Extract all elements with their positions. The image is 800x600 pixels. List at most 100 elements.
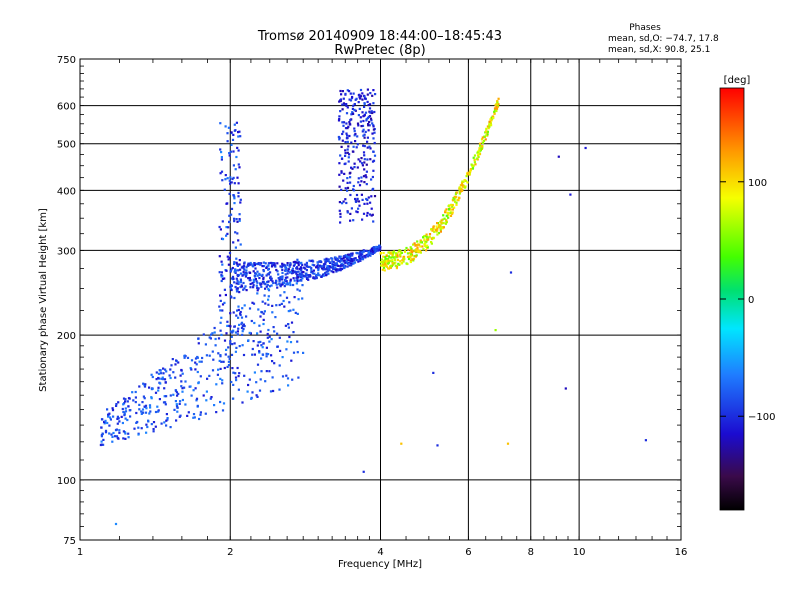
data-point [342,179,345,182]
data-point [157,376,160,380]
data-point [389,259,392,262]
data-point [212,358,215,361]
data-point [339,154,342,157]
data-point [350,166,353,169]
data-point [340,93,343,96]
data-point [114,429,118,432]
data-point [134,396,137,399]
data-point [311,270,314,273]
data-point [459,190,462,193]
data-point [231,331,234,334]
data-point [341,139,344,142]
data-point [264,380,267,383]
data-point [238,259,241,262]
data-point [264,283,267,286]
data-point [370,110,373,113]
data-point [360,180,363,183]
data-point [353,134,356,137]
data-point [262,322,265,326]
data-point [410,255,413,258]
plot-frame [79,58,682,541]
data-point [410,258,413,261]
data-point [118,431,121,434]
data-point [287,326,290,329]
data-point [124,417,127,420]
data-point [218,225,221,229]
data-point [278,282,281,285]
data-point [166,417,169,420]
data-point [343,266,346,270]
data-point [481,136,484,139]
data-point [335,268,338,271]
data-point [364,111,368,114]
data-point [224,178,227,181]
data-point [372,137,375,140]
data-point [340,170,343,173]
data-point [475,157,478,160]
data-point [564,387,567,390]
y-tick-label: 75 [63,536,76,547]
data-point [347,263,350,266]
data-point [144,411,148,414]
data-point [267,295,270,298]
data-point [293,270,296,274]
data-point [233,325,236,328]
data-point [261,273,264,276]
data-point [372,125,375,128]
data-point [206,377,209,380]
data-point [400,442,403,445]
data-point [365,176,368,179]
data-point [157,410,160,413]
data-point [154,391,158,394]
data-point [274,281,277,284]
data-point [278,388,281,391]
data-point [197,382,200,385]
data-point [363,136,366,139]
data-point [368,145,371,148]
data-point [213,404,216,407]
data-point [281,375,285,378]
data-point [219,377,222,380]
data-point [267,280,270,283]
data-point [190,368,193,371]
data-point [235,290,239,293]
data-point [446,216,450,219]
data-point [229,325,232,328]
data-point [230,181,233,184]
data-point [374,248,377,251]
data-point [292,331,295,334]
y-axis-label: Stationary phase Virtual Height [km] [38,208,49,392]
data-point [234,331,237,334]
data-point [435,229,438,232]
data-point [347,156,350,159]
data-point [362,134,365,137]
data-point [228,251,232,255]
data-point [229,295,233,298]
data-point [346,151,349,154]
data-point [238,263,241,266]
data-point [350,207,353,210]
data-point [110,433,113,436]
data-point [109,418,112,421]
data-point [265,285,268,288]
data-point [350,141,353,144]
data-point [237,281,240,284]
data-point [338,138,341,141]
data-point [181,390,184,393]
data-point [258,324,261,327]
y-tick-label: 200 [57,331,76,342]
data-point [160,377,163,380]
data-point [219,400,222,404]
data-point [214,337,217,341]
data-point [362,470,365,473]
data-point [345,132,348,135]
data-point [270,354,273,357]
data-point [242,281,245,285]
data-point [279,294,282,297]
data-point [186,414,189,417]
data-point [410,251,414,254]
data-point [117,437,120,440]
data-point [267,262,270,265]
data-point [224,174,227,177]
data-point [466,181,469,184]
